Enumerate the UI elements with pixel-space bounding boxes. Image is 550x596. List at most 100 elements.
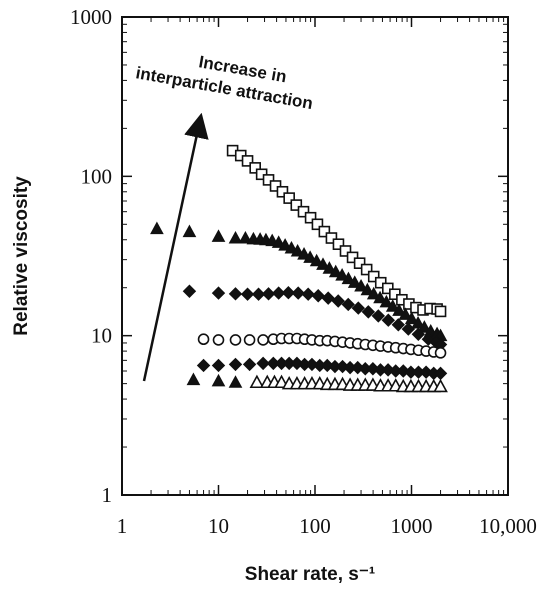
data-point xyxy=(238,230,253,244)
data-point xyxy=(381,363,395,377)
data-point xyxy=(197,333,210,346)
data-point xyxy=(228,375,243,388)
data-point xyxy=(392,303,406,316)
data-point xyxy=(391,318,406,332)
data-point xyxy=(341,297,355,312)
data-point xyxy=(320,358,334,373)
data-point xyxy=(276,185,289,198)
data-point xyxy=(283,192,295,204)
data-point xyxy=(251,287,266,301)
data-point xyxy=(318,225,331,238)
data-point xyxy=(321,291,335,305)
data-point xyxy=(351,301,366,315)
x-axis-title: Shear rate, s⁻¹ xyxy=(245,564,375,585)
data-point xyxy=(401,322,416,336)
data-point xyxy=(371,309,386,323)
data-point xyxy=(339,245,352,257)
data-point xyxy=(269,180,282,192)
annotation-arrow xyxy=(142,112,209,382)
data-point xyxy=(404,311,419,325)
data-point xyxy=(243,334,256,346)
data-point xyxy=(373,290,387,304)
data-point xyxy=(417,320,432,333)
y-tick-label: 1 xyxy=(102,483,113,507)
data-point xyxy=(211,373,226,387)
data-point xyxy=(211,286,226,300)
data-point xyxy=(249,374,265,389)
data-point xyxy=(354,278,368,292)
data-point xyxy=(261,287,276,301)
y-axis-title: Relative viscosity xyxy=(11,176,32,336)
data-point xyxy=(353,257,366,269)
data-series xyxy=(182,284,448,352)
data-point xyxy=(419,365,433,379)
data-point xyxy=(366,362,380,376)
data-point xyxy=(305,357,319,372)
data-point xyxy=(322,261,337,274)
data-point xyxy=(421,332,436,346)
x-tick-label: 1 xyxy=(117,514,128,538)
data-point xyxy=(311,218,324,231)
data-point xyxy=(186,372,201,386)
data-series xyxy=(150,221,448,342)
data-point xyxy=(303,250,317,263)
data-point xyxy=(257,334,269,346)
data-point xyxy=(290,243,305,257)
data-point xyxy=(301,287,315,301)
data-point xyxy=(262,174,275,186)
data-point xyxy=(211,229,226,242)
data-series xyxy=(249,374,448,393)
y-tick-label: 10 xyxy=(91,324,112,348)
data-point xyxy=(182,224,197,238)
data-point xyxy=(212,334,225,346)
data-point xyxy=(211,358,226,373)
data-point xyxy=(331,294,345,308)
data-point xyxy=(304,211,317,224)
data-point xyxy=(396,364,410,378)
data-point xyxy=(311,289,325,303)
data-point xyxy=(228,230,243,244)
annotation: Increase in interparticle attraction xyxy=(134,52,314,382)
data-point xyxy=(433,378,448,393)
data-point xyxy=(335,268,349,281)
ticks-layer: 1 10 100 1000 10,000 1 10 100 1000 xyxy=(70,5,537,538)
data-point xyxy=(249,162,261,174)
data-point xyxy=(411,327,426,342)
points-layer xyxy=(150,144,448,393)
x-tick-label: 10,000 xyxy=(479,514,537,538)
data-point xyxy=(381,313,396,327)
y-tick-label: 1000 xyxy=(70,5,112,29)
data-point xyxy=(379,294,394,308)
data-point xyxy=(196,358,211,373)
y-tick-label: 100 xyxy=(81,164,113,188)
data-point xyxy=(366,286,381,300)
data-series xyxy=(196,356,448,381)
data-point xyxy=(434,305,447,318)
data-point xyxy=(434,347,447,359)
data-point xyxy=(347,275,362,288)
data-point xyxy=(367,270,380,283)
data-point xyxy=(360,282,375,296)
data-point xyxy=(150,221,164,235)
data-series xyxy=(186,372,243,388)
data-point xyxy=(271,286,286,300)
data-point xyxy=(182,284,197,298)
data-point xyxy=(256,356,270,371)
data-point xyxy=(281,286,296,300)
data-point xyxy=(290,199,303,211)
x-tick-label: 1000 xyxy=(391,514,433,538)
data-point xyxy=(341,271,356,285)
data-point xyxy=(316,257,330,270)
x-tick-label: 100 xyxy=(299,514,331,538)
data-point xyxy=(297,205,310,218)
data-point xyxy=(381,282,394,295)
data-point xyxy=(325,232,338,244)
data-point xyxy=(309,253,324,267)
data-point xyxy=(228,357,243,372)
data-point xyxy=(328,264,343,278)
data-point xyxy=(385,299,400,312)
data-point xyxy=(229,334,242,346)
data-point xyxy=(241,155,254,167)
data-point xyxy=(242,357,257,372)
